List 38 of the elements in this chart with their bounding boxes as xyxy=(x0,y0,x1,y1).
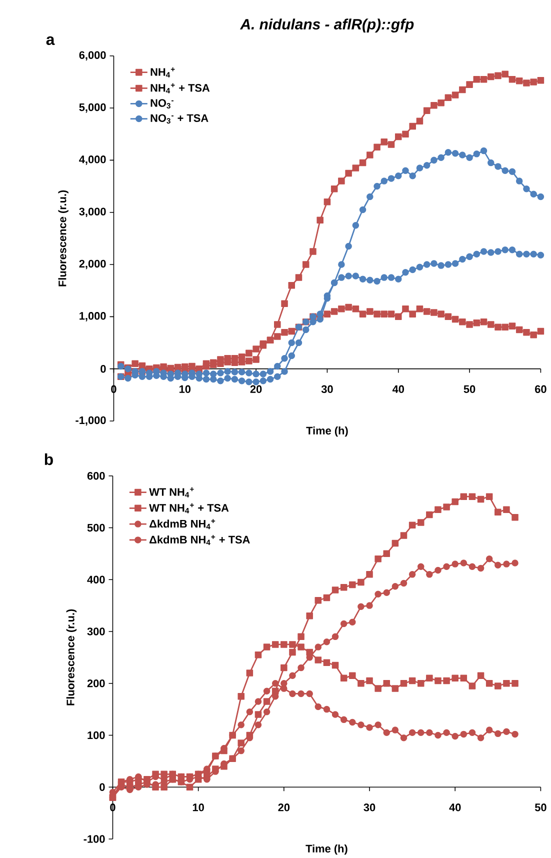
y-tick-label: 300 xyxy=(87,628,105,636)
x-tick-label: 40 xyxy=(392,385,404,394)
x-tick-label: 10 xyxy=(180,385,191,394)
legend-label: NO$_{3}$$^{-}$ + TSA xyxy=(150,114,208,124)
y-tick-label: 4,000 xyxy=(79,156,106,165)
y-tick-label: 600 xyxy=(88,472,105,480)
y-tick-label: 0 xyxy=(100,364,106,373)
x-tick-label: 50 xyxy=(535,804,546,812)
y-tick-label: 500 xyxy=(88,524,105,532)
x-tick-label: 30 xyxy=(322,385,333,394)
legend-label: ΔkdmB NH$_{4}$$^{+}$ + TSA xyxy=(150,534,250,546)
x-tick-label: 10 xyxy=(193,804,204,812)
text: a xyxy=(46,36,55,46)
y-tick-label: 1,000 xyxy=(80,312,106,322)
y-tick-label: 0 xyxy=(100,783,105,791)
x-tick-label: 20 xyxy=(250,385,262,394)
y-tick-label: 400 xyxy=(87,576,105,584)
y-tick-label: 200 xyxy=(88,680,105,688)
x-axis-title: Time (h) xyxy=(306,426,348,437)
y-tick-label: 3,000 xyxy=(79,208,106,218)
y-tick-label: -100 xyxy=(84,835,105,843)
x-tick-label: 20 xyxy=(278,804,290,812)
x-tick-label: 30 xyxy=(364,804,376,812)
y-tick-label: 100 xyxy=(88,731,105,740)
y-tick-label: -1,000 xyxy=(76,416,106,426)
chart-title: A. nidulans - aflR(p)::gfp xyxy=(240,18,414,32)
x-axis-title: Time (h) xyxy=(306,844,348,855)
x-tick-label: 50 xyxy=(464,385,476,394)
y-tick-label: 6,000 xyxy=(79,51,106,61)
y-tick-label: 5,000 xyxy=(79,103,106,113)
legend-label: WT NH$_{4}$$^{+}$ + TSA xyxy=(149,503,229,514)
text: b xyxy=(45,453,54,466)
x-tick-label: 60 xyxy=(535,385,546,394)
y-axis-title: Fluorescence (r.u.) xyxy=(58,190,69,286)
y-tick-label: 2,000 xyxy=(79,260,106,270)
legend-label: NH$_{4}$$^{+}$ + TSA xyxy=(150,83,210,94)
x-tick-label: 40 xyxy=(449,804,461,812)
y-axis-title: Fluorescence (r.u.) xyxy=(66,609,77,706)
